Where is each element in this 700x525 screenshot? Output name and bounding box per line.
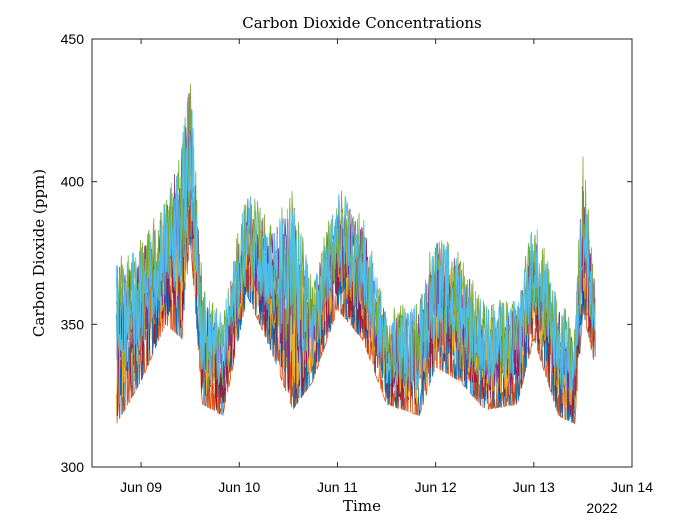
x-tick-label: Jun 09 — [120, 479, 162, 495]
series-line — [116, 102, 596, 393]
x-tick-label: Jun 11 — [317, 479, 358, 495]
x-axis-year-label: 2022 — [586, 500, 617, 516]
y-tick-label: 400 — [61, 174, 85, 190]
y-axis-label: Carbon Dioxide (ppm) — [30, 169, 48, 337]
y-tick-label: 350 — [61, 316, 85, 332]
x-tick-label: Jun 12 — [415, 479, 457, 495]
y-tick-label: 300 — [61, 459, 85, 475]
y-axis: 300 350 400 450 — [61, 31, 632, 475]
x-axis-label: Time — [343, 497, 381, 515]
x-tick-label: Jun 10 — [218, 479, 260, 495]
x-axis: Jun 09 Jun 10 Jun 11 Jun 12 Jun 13 Jun 14 — [120, 39, 653, 495]
y-tick-label: 450 — [61, 31, 85, 47]
x-tick-label: Jun 14 — [611, 479, 653, 495]
plot-area — [91, 38, 633, 468]
series-layer — [116, 83, 596, 425]
x-tick-label: Jun 13 — [513, 479, 555, 495]
chart-title: Carbon Dioxide Concentrations — [242, 14, 481, 32]
